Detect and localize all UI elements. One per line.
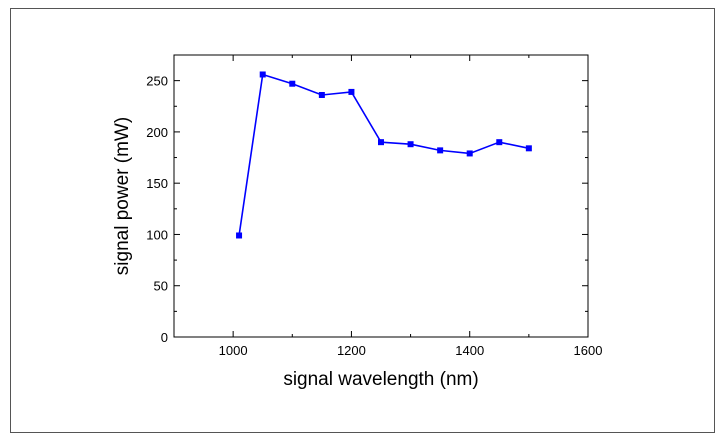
x-axis-title: signal wavelength (nm) — [283, 369, 478, 390]
data-point — [525, 145, 532, 152]
plot-area — [173, 54, 589, 338]
data-point — [236, 232, 243, 239]
plot-frame — [173, 54, 589, 338]
axis-ticks: 1000 1200 1400 1600 0 50 100 150 200 250 — [146, 55, 602, 358]
data-point — [466, 150, 473, 157]
data-point — [259, 71, 266, 78]
figure-frame — [10, 8, 715, 433]
data-point — [407, 141, 414, 148]
y-axis-title: signal power (mW) — [112, 117, 133, 275]
data-point — [496, 139, 503, 146]
y-tick-label: 50 — [154, 279, 168, 294]
data-point — [437, 147, 444, 154]
x-tick-label: 1000 — [219, 343, 248, 358]
data-point — [348, 88, 355, 95]
y-tick-label: 100 — [146, 227, 168, 242]
series-line — [238, 73, 530, 236]
series-group — [236, 71, 532, 239]
y-tick-label: 200 — [146, 125, 168, 140]
x-tick-label: 1200 — [337, 343, 366, 358]
y-tick-label: 150 — [146, 176, 168, 191]
x-tick-label: 1400 — [455, 343, 484, 358]
y-tick-label: 250 — [146, 74, 168, 89]
data-point — [318, 91, 325, 98]
data-point — [378, 139, 384, 146]
x-tick-label: 1600 — [574, 343, 603, 358]
y-tick-label: 0 — [161, 330, 168, 345]
data-point — [289, 80, 296, 87]
